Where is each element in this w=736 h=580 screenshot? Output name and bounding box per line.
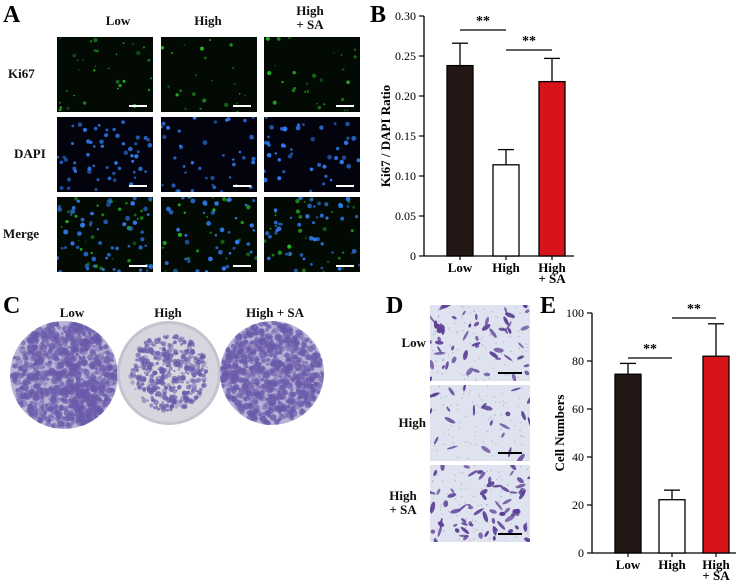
panel-d-row-low: Low: [401, 335, 426, 350]
panel-c-col-high-sa: High + SA: [246, 305, 304, 320]
panel-a-col-high-sa: High + SA: [296, 3, 324, 32]
panel-a-row-ki67: Ki67: [8, 66, 35, 81]
micrograph-merge-high-sa: [264, 197, 360, 272]
colony-dish-low: [10, 321, 118, 429]
y-tick-label: 0.30: [395, 9, 416, 23]
bar-2: [538, 80, 566, 257]
chart-b: 0 0.05 0.10 0.15 0.20 0.25 0.30 Ki67 / DAPI Rat…: [378, 9, 574, 286]
scale-bar: [233, 105, 251, 107]
x-tick-label: High: [658, 557, 686, 572]
bar-0: [614, 373, 642, 554]
bar-0: [446, 64, 474, 257]
x-tick-label: Low: [448, 260, 473, 275]
panel-label-d: D: [386, 293, 404, 319]
x-tick-label: Low: [616, 557, 641, 572]
bar-1: [658, 499, 686, 554]
significance-label: **: [522, 34, 536, 49]
y-tick-label: 60: [572, 402, 584, 416]
y-axis-label: Cell Numbers: [552, 395, 567, 472]
y-tick-label: 0.25: [395, 49, 416, 63]
micrograph-merge-low: [57, 197, 153, 272]
y-tick-label: 0.10: [395, 169, 416, 183]
y-tick-label: 0.15: [395, 129, 416, 143]
chart-e: 0 20 40 60 80 100 Cell Numbers Low High High + SA *…: [552, 302, 736, 580]
transwell-image-high-sa: [430, 465, 530, 542]
y-tick-label: 40: [572, 450, 584, 464]
y-tick-label: 0.05: [395, 209, 416, 223]
micrograph-dapi-low: [57, 117, 153, 192]
panel-c-col-low: Low: [59, 305, 85, 320]
panel-label-b: B: [370, 2, 387, 28]
scale-bar: [129, 265, 147, 267]
scale-bar: [233, 185, 251, 187]
y-axis-label: Ki67 / DAPI Ratio: [378, 85, 393, 187]
y-tick-label: 0: [410, 249, 416, 263]
x-tick-label: High + SA: [702, 557, 730, 580]
significance-label: **: [687, 302, 701, 317]
micrograph-ki67-high-sa: [264, 37, 360, 112]
panel-label-c: C: [3, 293, 21, 319]
micrograph-merge-high: [161, 197, 257, 272]
scale-bar: [233, 265, 251, 267]
panel-d-row-high-sa: High + SA: [389, 488, 417, 517]
micrograph-ki67-high: [161, 37, 257, 112]
panel-a-col-high: High: [194, 13, 222, 28]
panel-a-row-merge: Merge: [3, 226, 40, 241]
y-tick-label: 0: [578, 546, 584, 560]
micrograph-ki67-low: [57, 37, 153, 112]
y-tick-label: 0.20: [395, 89, 416, 103]
transwell-image-high: [430, 385, 530, 461]
y-tick-label: 100: [566, 306, 584, 320]
panel-a-row-dapi: DAPI: [14, 146, 46, 161]
transwell-image-low: [430, 305, 530, 381]
x-tick-label: High + SA: [538, 260, 566, 286]
panel-a-col-low: Low: [105, 13, 131, 28]
colony-dish-high-sa: [220, 321, 324, 425]
panel-d-row-high: High: [398, 415, 426, 430]
panel-c-col-high: High: [154, 305, 182, 320]
scale-bar: [129, 105, 147, 107]
micrograph-dapi-high: [161, 117, 257, 192]
scale-bar: [336, 105, 354, 107]
scale-bar: [129, 185, 147, 187]
bar-1: [492, 164, 520, 257]
micrograph-dapi-high-sa: [264, 117, 360, 192]
x-tick-label: High: [492, 260, 520, 275]
y-tick-label: 80: [572, 354, 584, 368]
bar-2: [702, 355, 730, 554]
panel-label-a: A: [3, 2, 21, 28]
scale-bar: [336, 185, 354, 187]
significance-label: **: [643, 342, 657, 357]
panel-label-e: E: [540, 293, 557, 319]
scale-bar: [336, 265, 354, 267]
colony-dish-high: [117, 321, 221, 425]
y-tick-label: 20: [572, 498, 584, 512]
significance-label: **: [476, 14, 490, 29]
